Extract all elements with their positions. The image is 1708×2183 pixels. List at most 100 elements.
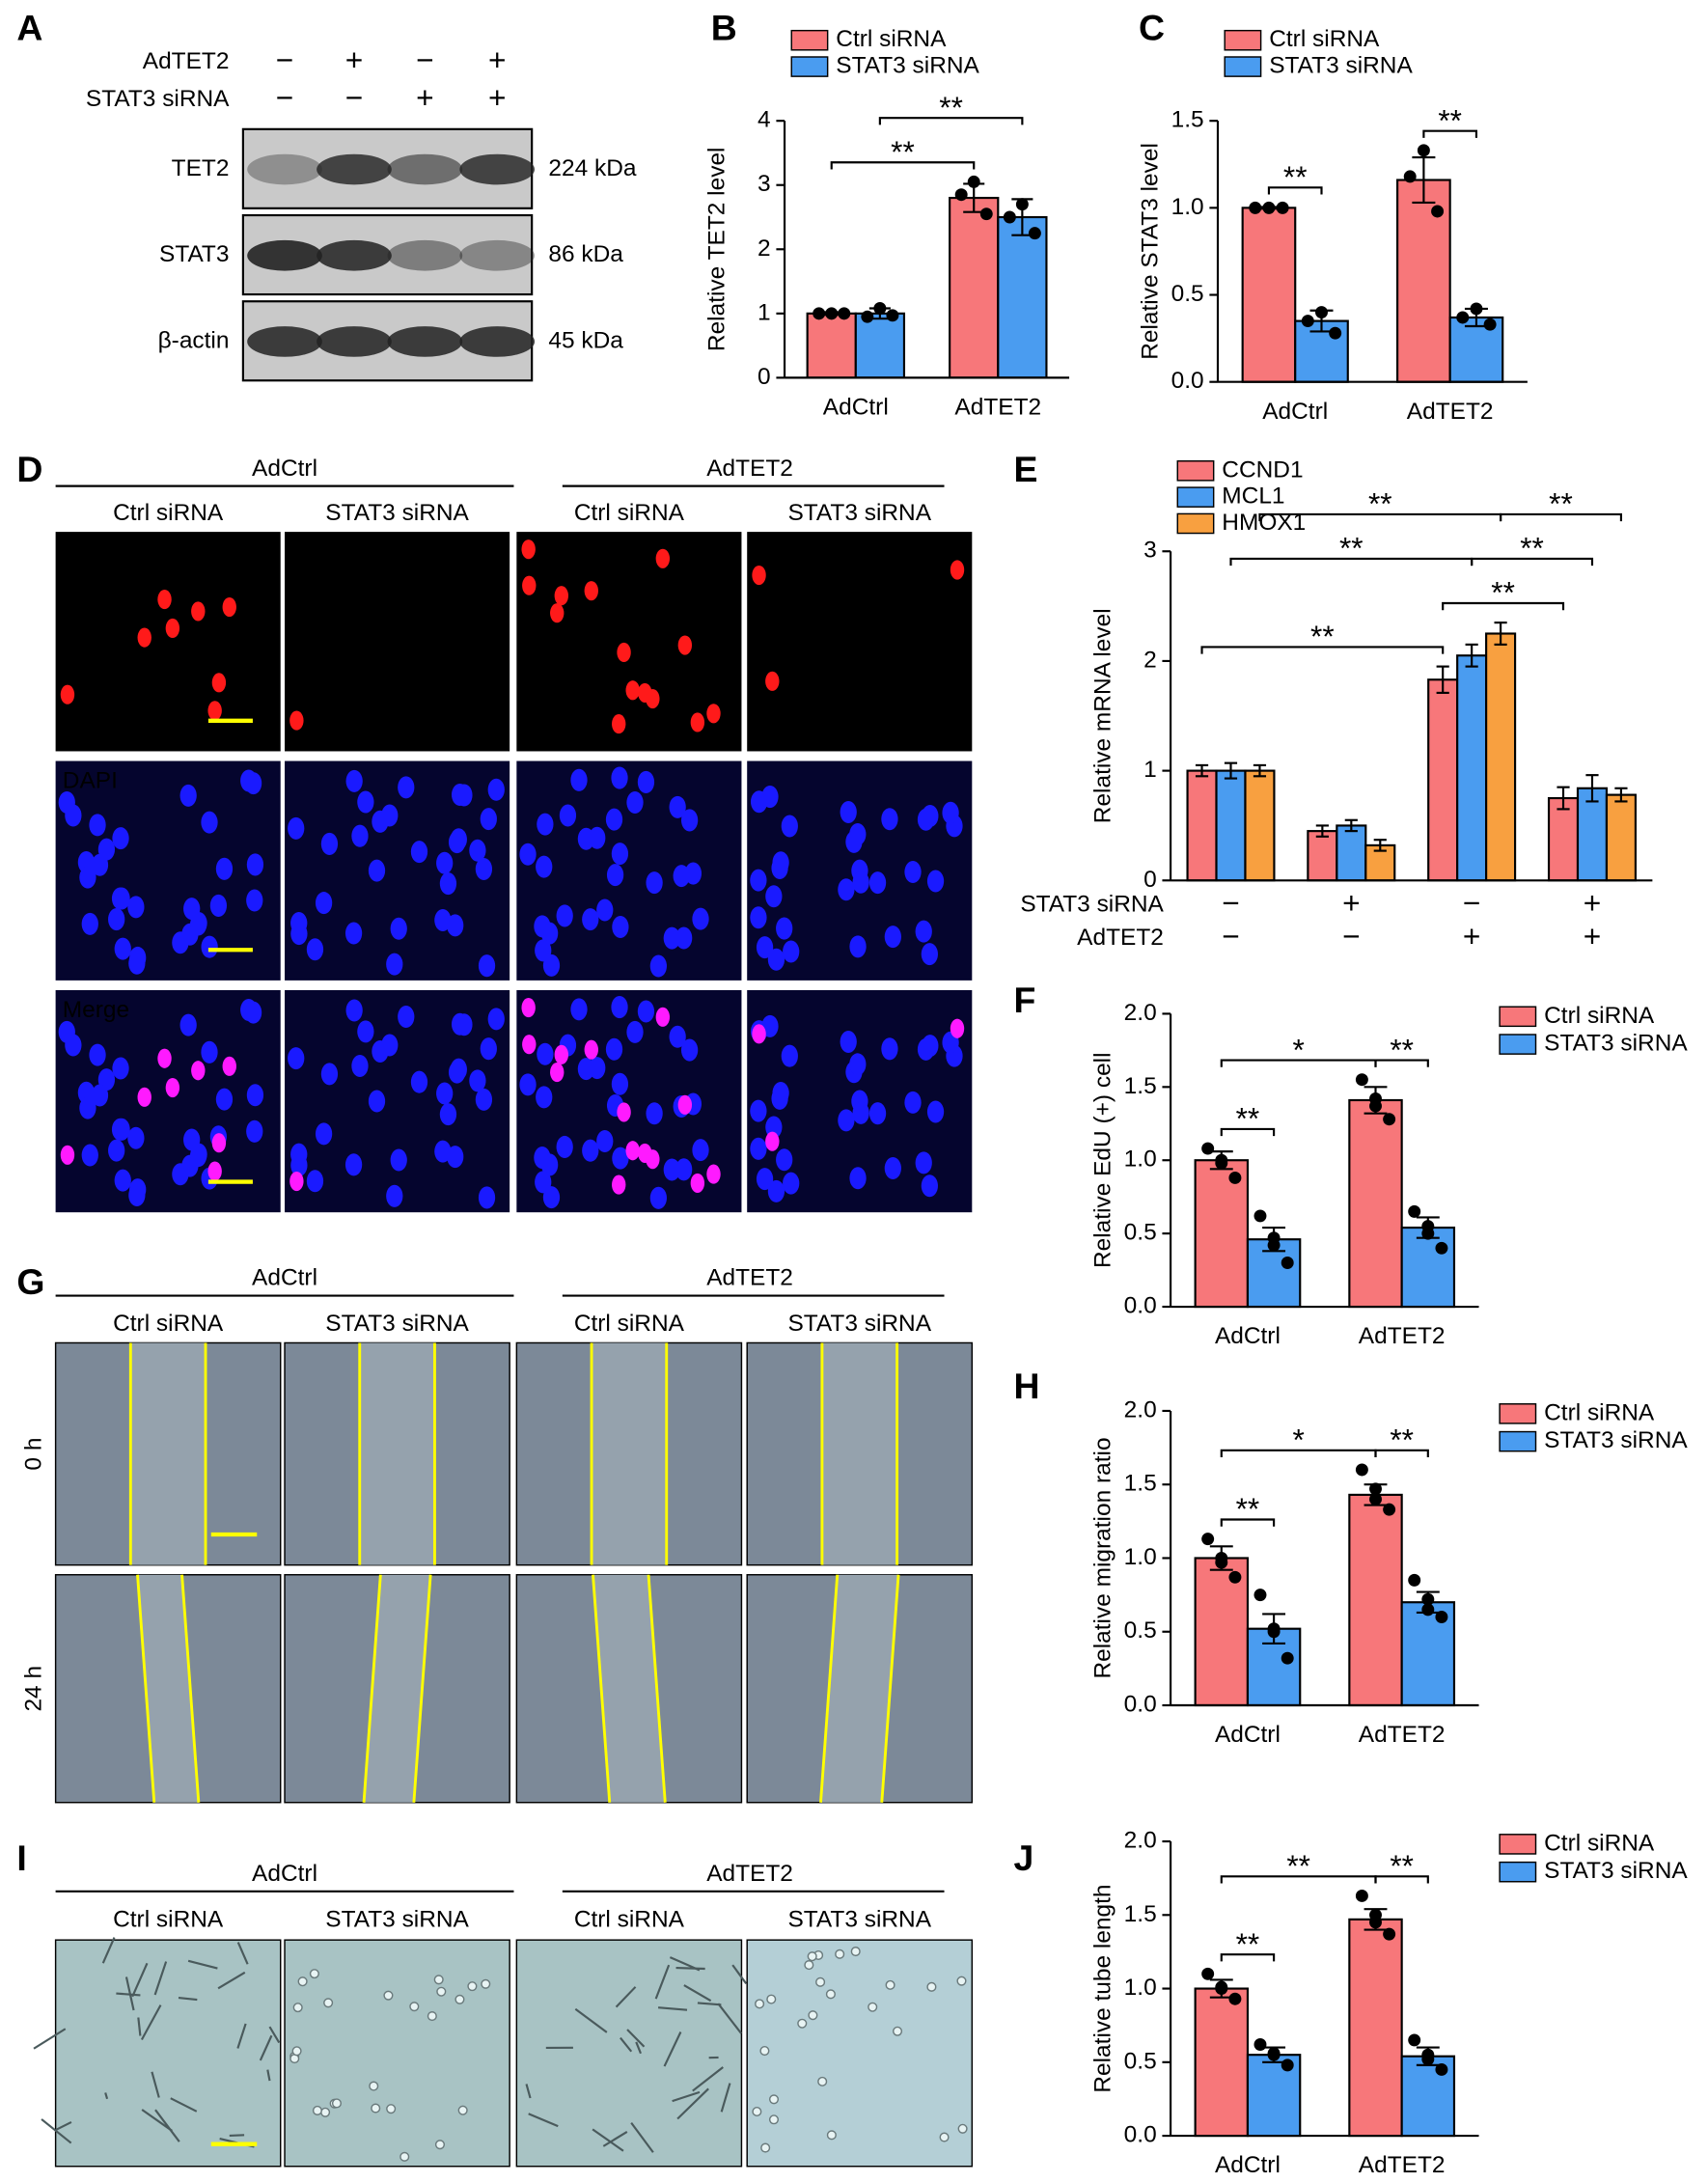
blot-row-label: AdTET2 bbox=[143, 48, 230, 74]
bar bbox=[1348, 1098, 1403, 1309]
panel-label: D bbox=[16, 449, 42, 489]
nucleus bbox=[79, 1096, 96, 1119]
nucleus bbox=[926, 1100, 945, 1123]
y-tick-label: 1.5 bbox=[1124, 1471, 1157, 1497]
condition-sign: − bbox=[1342, 919, 1360, 953]
nucleus bbox=[637, 1000, 655, 1023]
y-tick-label: 0.5 bbox=[1124, 2048, 1157, 2074]
condition-sign: − bbox=[1222, 919, 1239, 953]
nucleus bbox=[584, 581, 598, 601]
scratch-gap bbox=[364, 1574, 431, 1803]
tube bbox=[41, 2118, 72, 2144]
bar bbox=[1307, 830, 1338, 882]
nucleus bbox=[108, 1139, 125, 1162]
panel-label: G bbox=[16, 1261, 44, 1302]
micrograph bbox=[55, 532, 281, 752]
legend-label: Ctrl siRNA bbox=[1544, 1003, 1655, 1029]
tube bbox=[720, 2083, 731, 2113]
nucleus bbox=[222, 596, 236, 618]
nucleus bbox=[750, 906, 767, 929]
nucleus bbox=[190, 911, 207, 934]
cell bbox=[939, 2132, 950, 2142]
tube bbox=[101, 1937, 116, 1964]
size-label: 224 kDa bbox=[548, 155, 636, 181]
blot-sign: − bbox=[276, 80, 293, 115]
data-point bbox=[1003, 210, 1016, 224]
wound-edge bbox=[136, 1574, 156, 1803]
nucleus bbox=[244, 772, 262, 795]
data-point bbox=[1215, 1556, 1228, 1569]
cell bbox=[797, 2018, 808, 2029]
nucleus bbox=[127, 1126, 145, 1149]
nucleus bbox=[669, 1025, 686, 1048]
tube bbox=[33, 2028, 67, 2050]
nucleus bbox=[649, 1186, 667, 1209]
wound-edge bbox=[592, 1574, 612, 1803]
cell bbox=[835, 1948, 845, 1959]
nucleus bbox=[536, 855, 553, 878]
nucleus bbox=[606, 864, 624, 887]
wound-edge bbox=[819, 1574, 840, 1803]
column-label: STAT3 siRNA bbox=[787, 1311, 931, 1337]
nucleus bbox=[852, 870, 869, 894]
legend-label: STAT3 siRNA bbox=[1269, 53, 1413, 79]
tube bbox=[137, 2017, 142, 2036]
data-point bbox=[1369, 1492, 1382, 1506]
tube bbox=[574, 2007, 608, 2033]
nucleus bbox=[478, 954, 496, 978]
nucleus bbox=[921, 1174, 938, 1198]
nucleus bbox=[881, 808, 898, 831]
nucleus bbox=[209, 894, 228, 917]
significance-bracket bbox=[1500, 512, 1623, 522]
tube bbox=[654, 1964, 671, 2000]
nucleus bbox=[386, 1184, 403, 1207]
nucleus bbox=[540, 1153, 559, 1176]
scratch-gap bbox=[359, 1342, 435, 1565]
legend-label: Ctrl siRNA bbox=[1269, 26, 1380, 52]
cell bbox=[383, 1990, 394, 2001]
blot-band bbox=[459, 153, 536, 185]
nucleus bbox=[207, 701, 222, 721]
data-point bbox=[1435, 2062, 1448, 2076]
nucleus bbox=[680, 1038, 699, 1062]
nucleus bbox=[89, 1043, 106, 1066]
blot-band bbox=[317, 239, 392, 271]
y-tick-label: 1.5 bbox=[1124, 1073, 1157, 1099]
nucleus bbox=[612, 1147, 629, 1170]
data-point bbox=[1369, 1916, 1382, 1929]
tube bbox=[630, 2122, 654, 2153]
y-tick-label: 2.0 bbox=[1124, 1827, 1157, 1853]
nucleus bbox=[849, 1053, 867, 1076]
x-tick-label: AdTET2 bbox=[1359, 1722, 1446, 1748]
nucleus bbox=[211, 1133, 227, 1153]
nucleus bbox=[915, 920, 932, 943]
y-axis-label: Relative TET2 level bbox=[703, 147, 730, 351]
cell bbox=[467, 1981, 478, 1992]
micrograph bbox=[746, 1939, 974, 2168]
data-point bbox=[838, 307, 851, 320]
nucleus bbox=[884, 1156, 901, 1179]
cell bbox=[926, 1981, 937, 1992]
data-point bbox=[1281, 2059, 1294, 2072]
nucleus bbox=[750, 1137, 767, 1160]
data-point bbox=[1249, 201, 1262, 214]
nucleus bbox=[554, 1044, 568, 1064]
nucleus bbox=[207, 1161, 222, 1181]
nucleus bbox=[81, 1144, 98, 1167]
nucleus bbox=[617, 1102, 631, 1122]
y-tick-label: 3 bbox=[758, 171, 771, 197]
nucleus bbox=[612, 1174, 626, 1195]
nucleus bbox=[675, 926, 693, 950]
nucleus bbox=[179, 784, 197, 807]
nucleus bbox=[756, 936, 774, 959]
data-point bbox=[1456, 311, 1470, 324]
significance-label: ** bbox=[1520, 531, 1544, 566]
nucleus bbox=[65, 1034, 82, 1057]
blot-sign: + bbox=[488, 42, 506, 77]
nucleus bbox=[290, 1143, 308, 1166]
blot-band bbox=[317, 153, 392, 185]
nucleus bbox=[246, 1119, 263, 1143]
group-label: AdCtrl bbox=[252, 1265, 317, 1291]
panel-label: B bbox=[711, 8, 737, 48]
tube bbox=[229, 2134, 245, 2137]
